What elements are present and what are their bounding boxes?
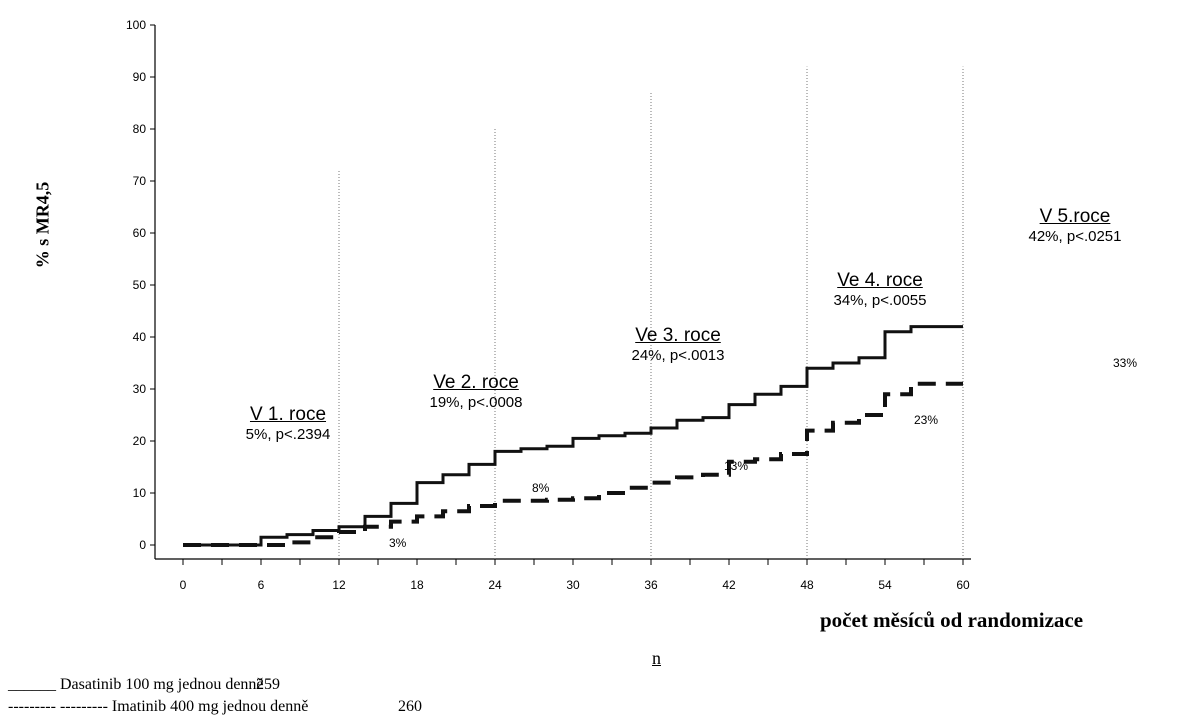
y-tick-label: 60 bbox=[133, 226, 147, 240]
year-1-stats: 5%, p<.2394 bbox=[245, 426, 331, 443]
x-tick-label: 54 bbox=[878, 578, 892, 592]
y-tick-label: 10 bbox=[133, 486, 147, 500]
year-4-title: Ve 4. roce bbox=[837, 270, 923, 291]
point-label-year-1: 3% bbox=[389, 536, 407, 550]
legend-n-imatinib: 260 bbox=[398, 698, 422, 715]
legend-line-dashed: --------- --------- bbox=[8, 698, 108, 715]
year-2-stats: 19%, p<.0008 bbox=[429, 394, 523, 411]
x-axis-label: počet měsíců od randomizace bbox=[820, 608, 1084, 632]
x-tick-label: 60 bbox=[956, 578, 970, 592]
x-tick-label: 18 bbox=[410, 578, 424, 592]
point-label-year-2: 8% bbox=[532, 481, 550, 495]
y-axis-label: % s MR4,5 bbox=[32, 181, 53, 269]
y-tick-label: 30 bbox=[133, 382, 147, 396]
y-tick-label: 100 bbox=[126, 18, 146, 32]
legend-line-solid: ______ bbox=[8, 676, 56, 693]
legend-label-dasatinib: Dasatinib 100 mg jednou denně bbox=[60, 676, 264, 693]
year-5-title: V 5.roce bbox=[1039, 206, 1111, 227]
x-tick-label: 24 bbox=[488, 578, 502, 592]
legend-row-dasatinib: ______ Dasatinib 100 mg jednou denně 259 bbox=[8, 676, 280, 694]
x-tick-label: 12 bbox=[332, 578, 346, 592]
y-tick-label: 40 bbox=[133, 330, 147, 344]
year-4-stats: 34%, p<.0055 bbox=[833, 292, 927, 309]
year-2-annotation: Ve 2. roce 19%, p<.0008 bbox=[396, 372, 556, 412]
x-tick-label: 0 bbox=[180, 578, 187, 592]
series-line-dasatinib bbox=[183, 325, 963, 547]
year-3-annotation: Ve 3. roce 24%, p<.0013 bbox=[598, 325, 758, 365]
legend-row-imatinib: --------- --------- Imatinib 400 mg jedn… bbox=[8, 698, 422, 716]
year-2-title: Ve 2. roce bbox=[433, 372, 519, 393]
x-tick-label: 42 bbox=[722, 578, 736, 592]
point-label-year-4: 23% bbox=[914, 413, 939, 427]
series-line-imatinib bbox=[183, 381, 963, 547]
year-5-annotation: V 5.roce 42%, p<.0251 bbox=[1000, 206, 1150, 246]
year-3-stats: 24%, p<.0013 bbox=[631, 347, 725, 364]
y-tick-label: 20 bbox=[133, 434, 147, 448]
year-1-annotation: V 1. roce 5%, p<.2394 bbox=[218, 404, 358, 444]
y-tick-label: 0 bbox=[139, 538, 146, 552]
legend-label-imatinib: Imatinib 400 mg jednou denně bbox=[111, 698, 309, 715]
y-tick-label: 90 bbox=[133, 70, 147, 84]
point-label-year-3: 13% bbox=[724, 459, 749, 473]
year-4-annotation: Ve 4. roce 34%, p<.0055 bbox=[798, 270, 962, 310]
y-tick-label: 50 bbox=[133, 278, 147, 292]
y-tick-label: 80 bbox=[133, 122, 147, 136]
y-tick-label: 70 bbox=[133, 174, 147, 188]
x-tick-label: 48 bbox=[800, 578, 814, 592]
year-5-stats: 42%, p<.0251 bbox=[1028, 228, 1122, 245]
year-3-title: Ve 3. roce bbox=[635, 325, 721, 346]
point-label-year-5: 33% bbox=[1113, 356, 1138, 370]
x-tick-label: 6 bbox=[258, 578, 265, 592]
year-1-title: V 1. roce bbox=[249, 404, 327, 425]
x-tick-label: 30 bbox=[566, 578, 580, 592]
x-tick-label: 36 bbox=[644, 578, 658, 592]
legend-n-header: n bbox=[652, 648, 661, 668]
legend-n-dasatinib: 259 bbox=[256, 676, 280, 693]
